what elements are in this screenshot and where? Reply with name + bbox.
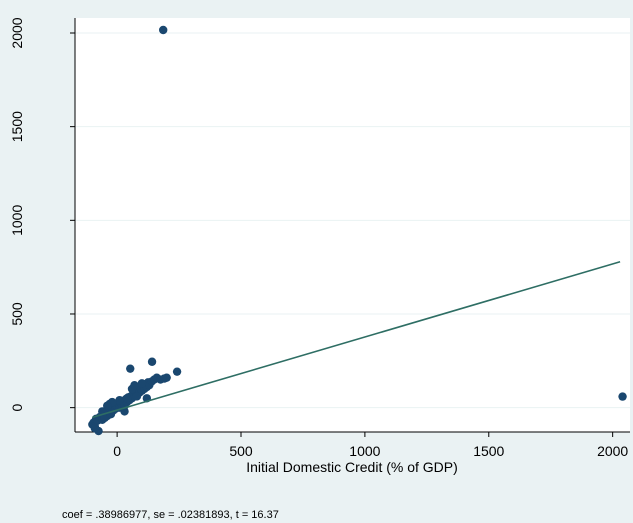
point — [115, 395, 124, 405]
y-tick-label: 1000 — [9, 205, 25, 236]
plot-area — [75, 18, 630, 432]
point — [90, 424, 100, 433]
x-tick-label: 500 — [229, 443, 253, 459]
point — [122, 394, 132, 403]
x-axis-label: Initial Domestic Credit (% of GDP) — [246, 459, 458, 475]
x-tick-label: 1500 — [473, 443, 504, 459]
y-tick-label: 500 — [9, 302, 25, 326]
fit-line — [92, 260, 621, 419]
x-tick-label: 0 — [113, 443, 121, 459]
point — [147, 357, 157, 366]
y-tick-label: 1500 — [9, 111, 25, 142]
point — [618, 392, 627, 401]
x-tick-label: 2000 — [597, 443, 628, 459]
x-tick-label: 1000 — [349, 443, 380, 459]
y-tick-label: 0 — [9, 404, 25, 412]
point — [172, 367, 182, 376]
point — [159, 25, 168, 35]
point — [126, 364, 135, 373]
point — [162, 373, 171, 382]
point — [137, 379, 147, 388]
y-tick-label: 2000 — [9, 17, 25, 48]
point — [132, 392, 142, 401]
note: coef = .38986977, se = .02381893, t = 16… — [62, 509, 279, 521]
point — [103, 401, 112, 410]
point — [130, 380, 139, 390]
